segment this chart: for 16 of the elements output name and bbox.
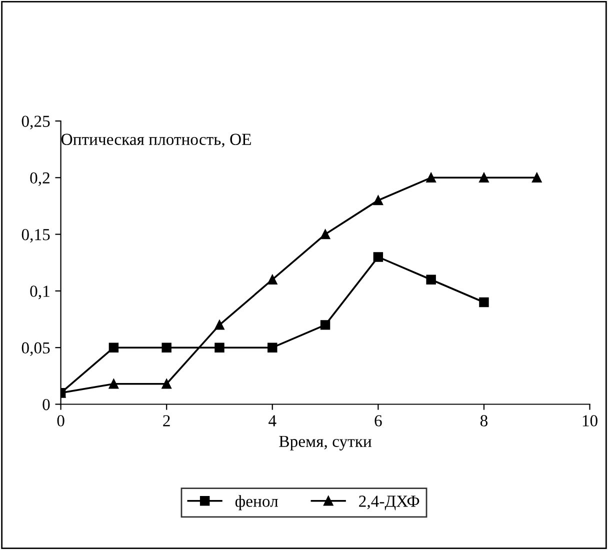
legend-label: фенол — [235, 495, 278, 510]
y-tick-label: 0,15 — [22, 229, 50, 243]
x-tick-label: 6 — [374, 415, 382, 426]
x-tick-label: 10 — [582, 415, 598, 426]
x-tick-label: 4 — [268, 415, 276, 426]
y-axis-title: Оптическая плотность, ОЕ — [61, 134, 251, 148]
y-tick-label: 0,25 — [22, 116, 50, 130]
y-tick-label: 0 — [42, 398, 50, 410]
x-tick-label: 2 — [163, 415, 170, 426]
y-tick-label: 0,05 — [22, 342, 50, 356]
x-tick-label: 0 — [57, 415, 64, 426]
y-tick-label: 0,1 — [30, 286, 50, 300]
x-axis-title: Время, сутки — [279, 436, 372, 450]
y-tick-label: 0,2 — [30, 172, 50, 186]
x-tick-label: 8 — [480, 415, 488, 426]
legend-label: 2,4-ДХФ — [359, 496, 420, 510]
